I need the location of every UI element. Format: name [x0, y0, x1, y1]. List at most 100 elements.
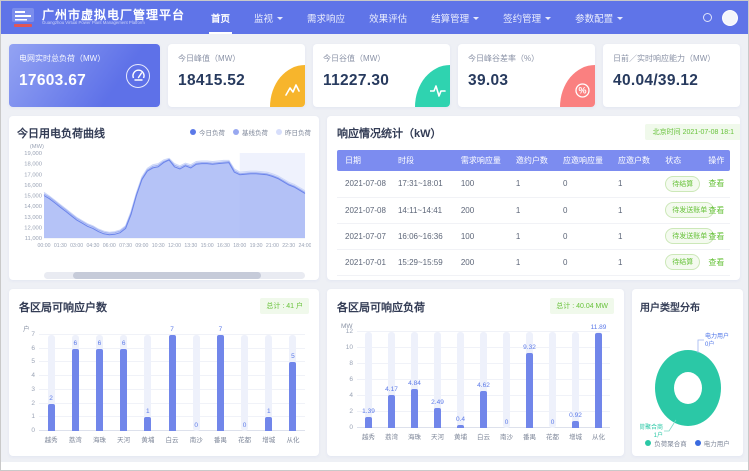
responsive-load-card: 各区局可响应负荷 总计 : 40.04 MW MW 0246810121.394… [327, 289, 624, 456]
load-curve-legend: 今日负荷 基线负荷 昨日负荷 [190, 127, 311, 137]
table-column-header: 操作 [704, 150, 730, 171]
legend-label: 基线负荷 [242, 127, 268, 137]
view-link[interactable]: 查看 [708, 179, 724, 188]
chevron-down-icon [277, 17, 283, 23]
y-tick-label: 8 [337, 360, 353, 367]
notification-icon[interactable] [703, 13, 712, 22]
legend-label: 电力用户 [704, 438, 730, 448]
nav-item-label: 首页 [211, 11, 230, 25]
x-axis-label: 白云 [160, 434, 184, 444]
svg-text:%: % [579, 86, 587, 96]
bar [365, 417, 372, 428]
legend-item[interactable]: 今日负荷 [190, 127, 225, 137]
bar-value-label: 7 [196, 326, 244, 333]
kpi-card-3: 今日谷值（MW）11227.30 [313, 44, 450, 107]
svg-text:(MW): (MW) [30, 144, 44, 150]
bar [48, 404, 55, 431]
bar [144, 417, 151, 431]
legend-item[interactable]: 电力用户 [695, 438, 730, 448]
nav-item-3[interactable]: 需求响应 [307, 1, 345, 34]
app-header: 广州市虚拟电厂管理平台 Guangzhou Virtual Power Plan… [1, 1, 748, 34]
legend-dot [645, 440, 651, 446]
view-link[interactable]: 查看 [708, 232, 724, 241]
svg-text:00:00: 00:00 [38, 243, 51, 249]
brand-block: 广州市虚拟电厂管理平台 Guangzhou Virtual Power Plan… [42, 9, 185, 26]
table-cell: 17:31~18:01 [394, 171, 457, 197]
y-tick-label: 7 [19, 331, 35, 338]
legend-item[interactable]: 昨日负荷 [276, 127, 311, 137]
legend-label: 今日负荷 [199, 127, 225, 137]
bar-track [241, 335, 248, 431]
y-tick-label: 6 [19, 345, 35, 352]
bar [289, 362, 296, 431]
chart-scrollbar[interactable] [44, 272, 305, 279]
bar-column: 2.49 [426, 332, 449, 428]
nav-item-5[interactable]: 结算管理 [431, 1, 479, 34]
bar [595, 333, 602, 428]
chevron-down-icon [473, 17, 479, 23]
x-axis-label: 荔湾 [380, 431, 403, 441]
main-nav: 首页 监视需求响应效果评估结算管理签约管理 参数配置 [211, 1, 623, 34]
legend-item[interactable]: 基线负荷 [233, 127, 268, 137]
nav-item-4[interactable]: 效果评估 [369, 1, 407, 34]
svg-text:18:00: 18:00 [233, 243, 246, 249]
legend-item[interactable]: 负荷聚合商 [645, 438, 687, 448]
bar-column: 0.92 [564, 332, 587, 428]
bar-value-label: 7 [148, 326, 196, 333]
bar-columns: 1.394.174.842.490.44.6209.3200.9211.89 [357, 332, 610, 428]
table-column-header: 时段 [394, 150, 457, 171]
view-link[interactable]: 查看 [708, 206, 724, 215]
x-axis-label: 增城 [257, 434, 281, 444]
status-badge: 待结算 [665, 176, 700, 192]
svg-text:07:30: 07:30 [119, 243, 132, 249]
responsive-households-card: 各区局可响应户数 总计 : 41 户 户 0123456726661707015… [9, 289, 319, 456]
svg-text:22:30: 22:30 [282, 243, 295, 249]
status-badge: 待发送账单 [665, 228, 714, 244]
response-stats-card: 响应情况统计（kW） 北京时间 2021-07-08 18:1 日期时段需求响应… [327, 116, 740, 280]
svg-text:17,000: 17,000 [24, 172, 42, 178]
svg-text:15,000: 15,000 [24, 194, 42, 200]
table-cell: 0 [559, 249, 614, 275]
status-cell: 待发送账单 [661, 197, 704, 223]
legend-dot [190, 129, 196, 135]
svg-text:负荷聚合商: 负荷聚合商 [640, 423, 663, 431]
nav-item-label: 参数配置 [575, 11, 613, 25]
svg-text:13:30: 13:30 [184, 243, 197, 249]
chevron-down-icon [545, 17, 551, 23]
svg-text:06:00: 06:00 [103, 243, 116, 249]
bar [388, 395, 395, 428]
legend-label: 昨日负荷 [285, 127, 311, 137]
x-axis-label: 越秀 [39, 434, 63, 444]
bar-column: 0 [184, 335, 208, 431]
x-axis-label: 番禺 [208, 434, 232, 444]
load-y-unit: MW [341, 323, 614, 330]
gauge-icon [126, 64, 150, 88]
table-cell: 0 [559, 197, 614, 223]
view-link[interactable]: 查看 [708, 258, 724, 267]
kpi-card-2: 今日峰值（MW）18415.52 [168, 44, 305, 107]
bar-column: 6 [87, 335, 111, 431]
table-column-header: 应邀户数 [614, 150, 661, 171]
table-cell: 0 [559, 171, 614, 197]
main-content: 电网实时总负荷（MW）17603.67今日峰值（MW）18415.52今日谷值（… [1, 34, 748, 470]
user-type-legend: 负荷聚合商 电力用户 [632, 438, 743, 448]
nav-item-2[interactable]: 监视 [254, 1, 283, 34]
x-axis-label: 从化 [587, 431, 610, 441]
load-curve-chart: (MW)19,00018,00017,00016,00015,00014,000… [17, 141, 311, 265]
bar-column: 7 [160, 335, 184, 431]
bar-column: 9.32 [518, 332, 541, 428]
bar-column: 1 [136, 335, 160, 431]
nav-item-1[interactable]: 首页 [211, 1, 230, 34]
svg-text:12,000: 12,000 [24, 225, 42, 231]
load-curve-card: 今日用电负荷曲线 今日负荷基线负荷昨日负荷 (MW)19,00018,00017… [9, 116, 319, 280]
nav-item-7[interactable]: 参数配置 [575, 1, 623, 34]
nav-item-6[interactable]: 签约管理 [503, 1, 551, 34]
bar-column: 4.62 [472, 332, 495, 428]
bar-column: 5 [281, 335, 305, 431]
bar-column: 0 [233, 335, 257, 431]
table-row: 2021-07-0814:11~14:41200101待发送账单查看 [337, 197, 730, 223]
table-column-header: 邀约户数 [512, 150, 559, 171]
chart-scrollbar-thumb[interactable] [73, 272, 261, 279]
svg-text:01:30: 01:30 [54, 243, 67, 249]
user-avatar[interactable] [722, 10, 738, 26]
